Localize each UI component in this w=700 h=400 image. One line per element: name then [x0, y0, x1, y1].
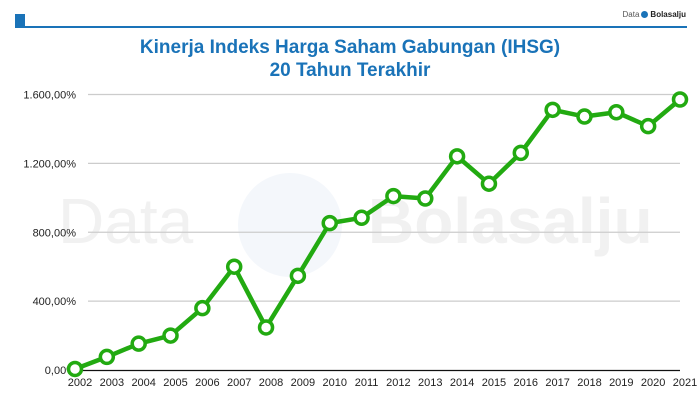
data-point-marker	[225, 258, 243, 275]
data-point-marker	[289, 267, 307, 285]
data-point-marker	[639, 117, 657, 135]
x-tick-label: 2020	[641, 377, 665, 389]
y-tick-label: 1.200,00%	[23, 158, 76, 170]
x-tick-label: 2016	[514, 377, 538, 389]
data-point-marker	[608, 103, 625, 121]
brand-prefix: Data	[622, 10, 640, 19]
data-point-marker	[448, 148, 466, 165]
data-point-marker	[385, 187, 402, 205]
data-point-marker	[417, 190, 434, 207]
x-tick-label: 2012	[386, 377, 410, 389]
data-point-marker	[194, 299, 211, 317]
x-tick-label: 2010	[322, 377, 346, 389]
snowball-icon	[641, 11, 649, 18]
x-tick-label: 2021	[673, 377, 697, 389]
data-point-marker	[671, 91, 689, 108]
data-point-marker	[321, 214, 338, 232]
x-tick-label: 2009	[291, 377, 315, 389]
accent-square	[15, 14, 25, 26]
x-tick-label: 2005	[163, 377, 187, 389]
x-tick-label: 2019	[609, 377, 633, 389]
x-tick-label: 2004	[131, 377, 155, 389]
data-point-marker	[130, 335, 147, 352]
header-rule	[15, 14, 687, 28]
data-point-marker	[353, 209, 370, 227]
x-tick-label: 2006	[195, 377, 219, 389]
data-point-marker	[544, 101, 561, 119]
x-tick-label: 2018	[577, 377, 601, 389]
data-point-marker	[66, 360, 84, 378]
y-tick-label: 400,00%	[33, 296, 77, 308]
x-tick-label: 2003	[100, 377, 124, 389]
title-line-1: Kinerja Indeks Harga Saham Gabungan (IHS…	[139, 37, 561, 58]
x-tick-label: 2013	[418, 377, 442, 389]
title-line-2: 20 Tahun Terakhir	[269, 60, 431, 81]
x-tick-label: 2015	[482, 377, 506, 389]
y-tick-label: 1.600,00%	[23, 90, 76, 102]
watermark-data: Data	[58, 185, 194, 257]
x-tick-label: 2007	[227, 377, 251, 389]
brand-name: Bolasalju	[650, 10, 686, 19]
x-tick-label: 2002	[68, 377, 92, 389]
data-point-marker	[162, 327, 179, 344]
data-point-marker	[98, 348, 116, 366]
data-point-marker	[512, 144, 530, 162]
data-point-marker	[576, 108, 593, 125]
x-tick-label: 2014	[450, 377, 474, 389]
chart-title: Kinerja Indeks Harga Saham Gabungan (IHS…	[0, 36, 700, 82]
y-tick-label: 800,00%	[33, 227, 77, 239]
x-tick-label: 2017	[545, 377, 569, 389]
x-tick-label: 2008	[259, 377, 283, 389]
data-point-marker	[257, 319, 275, 336]
x-tick-label: 2011	[355, 377, 379, 389]
data-point-marker	[480, 175, 498, 192]
brand-logo: Data Bolasalju	[623, 10, 686, 19]
watermark-snowball-icon	[238, 173, 342, 277]
